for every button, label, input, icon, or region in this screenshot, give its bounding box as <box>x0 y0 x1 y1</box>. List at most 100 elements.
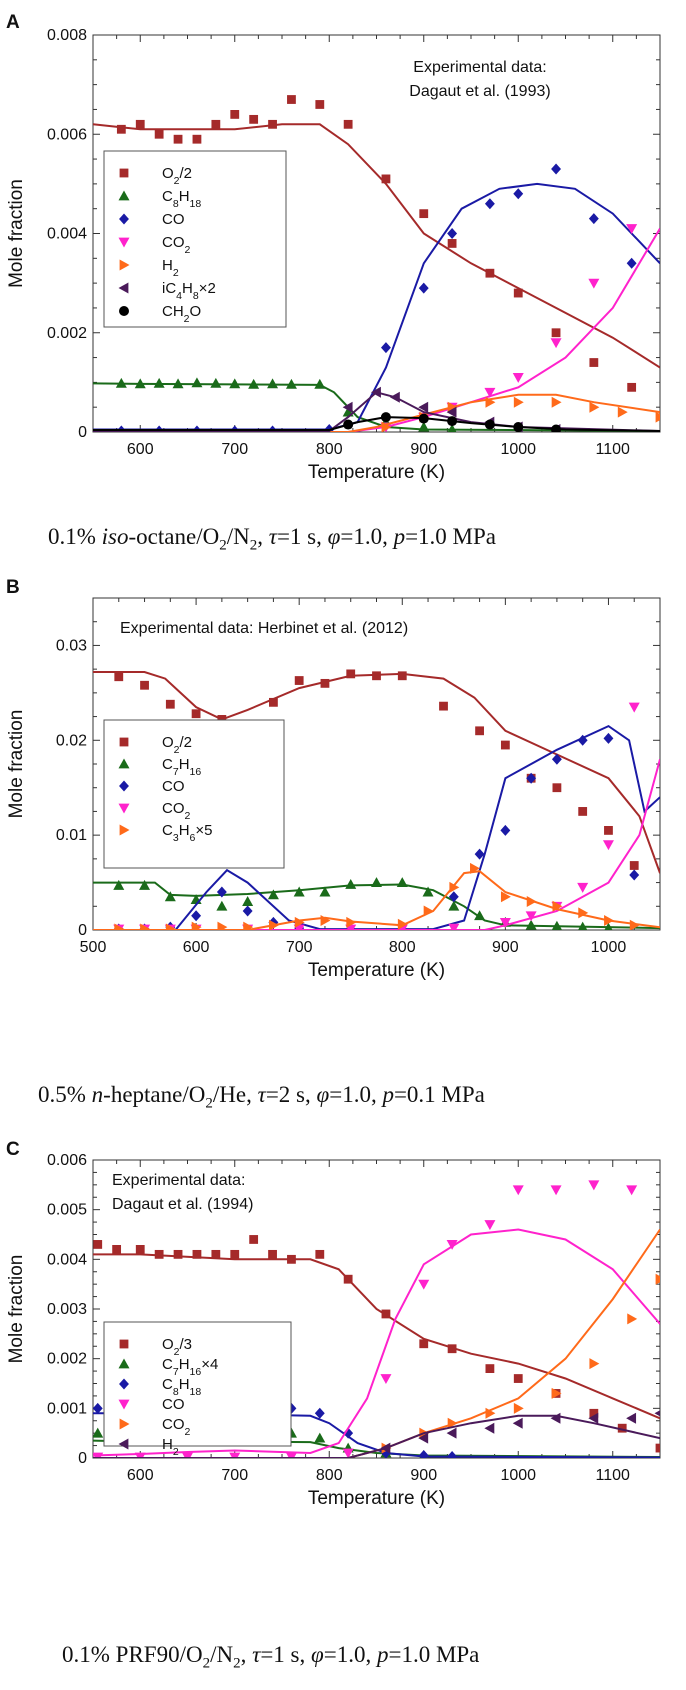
data-point-o2-2 <box>381 174 391 184</box>
data-point-c8h18 <box>418 421 430 432</box>
data-point-c8h18 <box>134 378 146 389</box>
data-point-o2-2 <box>315 100 325 109</box>
x-tick-label: 1000 <box>500 1467 536 1484</box>
data-point-c7h16 <box>474 910 486 921</box>
data-point-co <box>603 732 614 744</box>
data-point-o2-2 <box>397 671 407 681</box>
data-point-o2-2 <box>165 699 175 709</box>
data-point-c8h18 <box>172 378 184 389</box>
y-tick-label: 0.006 <box>47 1152 87 1169</box>
data-point-o2-3 <box>112 1245 122 1254</box>
data-point-co <box>551 753 562 765</box>
data-point-co <box>526 772 537 784</box>
data-point-co2 <box>513 1402 524 1414</box>
data-point-c3h6x5 <box>552 900 563 912</box>
data-point-c3h6x5 <box>526 896 537 908</box>
legend-marker <box>119 737 129 747</box>
data-point-ch2o <box>513 422 524 432</box>
data-point-c8h18 <box>229 378 241 389</box>
legend-marker <box>118 190 130 201</box>
data-point-c3h6x5 <box>114 923 125 930</box>
data-point-c3h6x5 <box>243 921 254 930</box>
y-tick-label: 0.01 <box>56 827 87 844</box>
legend-label: CO2 <box>162 1416 191 1438</box>
data-point-co2 <box>588 278 600 289</box>
data-point-ch2o <box>484 419 495 430</box>
y-tick-label: 0 <box>78 922 87 939</box>
data-point-c7h16x4 <box>93 1427 104 1438</box>
data-point-co <box>513 188 524 200</box>
data-point-co2 <box>550 338 562 349</box>
data-point-c3h6x5 <box>629 919 640 930</box>
data-point-ch2o <box>380 412 391 423</box>
data-point-o2-2 <box>116 124 126 134</box>
data-point-co <box>588 213 599 225</box>
data-point-c8h18 <box>314 378 326 389</box>
x-tick-label: 1100 <box>596 441 631 458</box>
data-point-c3h6x5 <box>397 918 408 930</box>
data-point-c7h16 <box>371 877 382 887</box>
data-point-o2-2 <box>629 861 639 870</box>
y-tick-label: 0 <box>78 1450 87 1467</box>
y-tick-label: 0.001 <box>47 1400 87 1417</box>
data-point-o2-2 <box>343 119 353 129</box>
caption-c: 0.1% PRF90/O2/N2, τ=1 s, φ=1.0, p=1.0 MP… <box>62 1642 480 1672</box>
data-point-co2 <box>551 1387 562 1399</box>
data-point-o2-3 <box>343 1274 353 1284</box>
data-point-o2-3 <box>230 1249 240 1259</box>
data-point-o2-2 <box>230 110 240 119</box>
data-point-c8h18 <box>115 377 127 388</box>
data-point-ic4h8x2 <box>446 406 457 418</box>
data-point-h2 <box>446 1427 457 1439</box>
data-point-co <box>629 869 640 881</box>
data-point-co2 <box>447 1417 458 1429</box>
data-point-h2 <box>418 1432 429 1444</box>
legend-marker <box>118 758 130 769</box>
data-area <box>93 669 660 930</box>
data-point-c3h6x5 <box>470 862 480 874</box>
data-point-o2-2 <box>140 680 149 690</box>
panel-label: A <box>6 12 20 33</box>
legend-frame <box>103 719 285 869</box>
series-line-c7h16 <box>93 881 660 930</box>
data-point-c8h18 <box>93 1402 103 1414</box>
data-point-c3h6x5 <box>604 915 614 927</box>
x-tick-label: 900 <box>410 1467 437 1484</box>
data-point-ch2o <box>447 416 458 427</box>
legend-label: H2 <box>162 257 179 279</box>
legend-label: C8H18 <box>162 1376 201 1398</box>
data-point-co <box>588 1180 600 1191</box>
legend-frame <box>103 1321 292 1447</box>
data-point-o2-3 <box>447 1344 457 1354</box>
data-point-co <box>484 1220 496 1231</box>
data-point-co <box>474 848 485 860</box>
data-point-co2 <box>484 387 496 398</box>
data-point-co <box>512 1185 524 1196</box>
data-point-o2-2 <box>294 676 304 685</box>
x-tick-label: 800 <box>389 939 416 956</box>
x-axis-label: Temperature (K) <box>308 960 445 981</box>
legend-label: CO <box>162 211 185 228</box>
legend-marker <box>118 237 130 248</box>
data-point-ch2o <box>551 424 562 432</box>
data-area <box>93 95 660 432</box>
data-point-o2-2 <box>604 826 613 835</box>
legend-marker <box>119 168 129 178</box>
legend-label: CO2 <box>162 234 191 256</box>
data-point-o2-2 <box>513 288 523 298</box>
data-point-co <box>380 1374 392 1385</box>
legend-marker <box>118 1399 130 1410</box>
data-point-c8h18 <box>210 377 222 388</box>
data-point-c8h18 <box>381 1447 391 1458</box>
data-point-o2-2 <box>578 807 588 816</box>
data-point-c8h18 <box>418 1450 429 1458</box>
data-point-c8h18 <box>285 378 297 389</box>
legend-marker <box>118 1358 130 1369</box>
data-point-ch2o <box>343 419 354 430</box>
data-point-h2 <box>447 401 458 413</box>
annotation-text: Dagaut et al. (1993) <box>409 83 550 100</box>
data-point-o2-3 <box>211 1249 221 1259</box>
data-point-h2 <box>512 1417 523 1429</box>
